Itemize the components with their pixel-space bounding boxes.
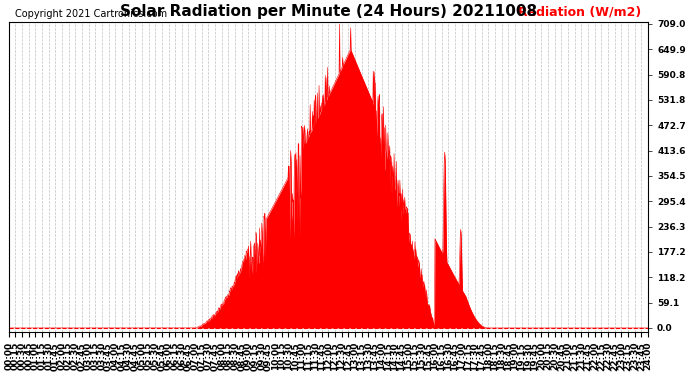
Title: Solar Radiation per Minute (24 Hours) 20211008: Solar Radiation per Minute (24 Hours) 20…	[120, 4, 537, 19]
Text: Copyright 2021 Cartronics.com: Copyright 2021 Cartronics.com	[15, 9, 167, 19]
Text: Radiation (W/m2): Radiation (W/m2)	[518, 6, 642, 19]
